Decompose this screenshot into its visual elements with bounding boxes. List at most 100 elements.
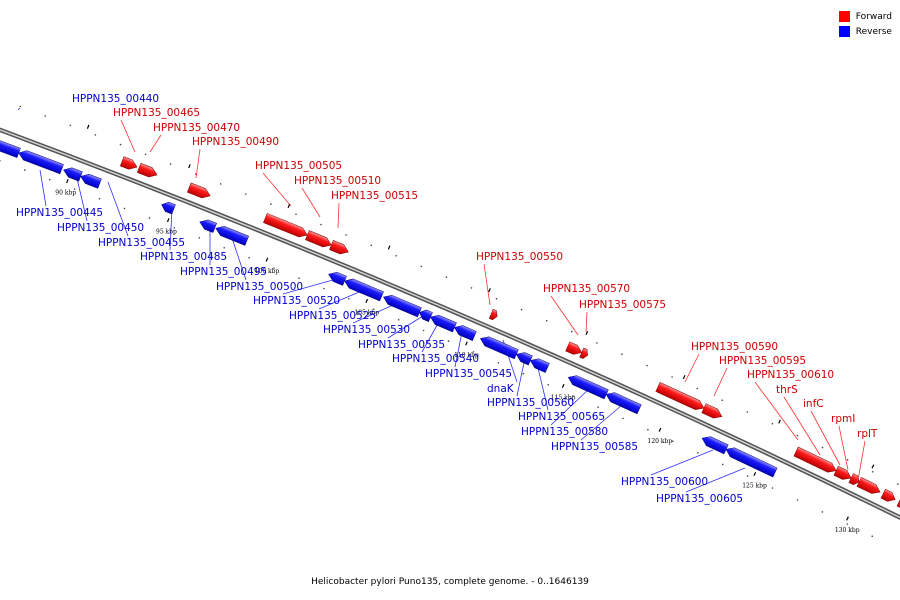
track-dot xyxy=(348,298,350,300)
forward-gene-shape xyxy=(793,446,837,473)
track-dot xyxy=(445,276,448,278)
forward-gene xyxy=(329,240,349,255)
forward-gene xyxy=(119,156,138,170)
reverse-gene-label: HPPN135_00605 xyxy=(656,493,743,505)
track-dot xyxy=(148,217,151,219)
forward-gene-shape xyxy=(848,473,860,485)
reverse-gene xyxy=(454,325,477,341)
track-dot xyxy=(520,308,523,311)
forward-leader xyxy=(483,263,491,306)
forward-gene xyxy=(896,496,900,510)
track-dot xyxy=(24,169,26,171)
genome-backbone xyxy=(0,127,900,521)
track-dot xyxy=(0,160,1,162)
track-dot xyxy=(144,153,147,156)
tick-mark xyxy=(871,464,875,469)
forward-leader xyxy=(195,148,201,179)
forward-gene-shape xyxy=(856,477,881,494)
tick-mark xyxy=(658,427,662,432)
reverse-gene-shape xyxy=(516,352,533,366)
legend-forward: Forward xyxy=(838,9,892,24)
tick-mark xyxy=(488,288,491,293)
track-dot xyxy=(545,319,548,322)
reverse-gene-label: HPPN135_00500 xyxy=(216,281,303,293)
forward-leader xyxy=(337,202,340,229)
track-dot xyxy=(94,134,97,136)
forward-gene-label: HPPN135_00590 xyxy=(691,341,778,353)
reverse-gene xyxy=(383,294,422,318)
track-dot xyxy=(746,411,749,413)
forward-gene xyxy=(187,182,211,199)
track-dot xyxy=(622,417,624,420)
forward-leader xyxy=(783,396,821,456)
reverse-gene-shape xyxy=(605,392,642,415)
reverse-gene xyxy=(215,225,249,246)
forward-gene-label: HPPN135_00550 xyxy=(476,251,563,263)
track-dot xyxy=(547,384,549,386)
tick-mark xyxy=(753,471,757,477)
track-dot xyxy=(44,115,46,117)
reverse-leader xyxy=(107,181,129,237)
track-dot xyxy=(395,255,398,257)
tick-label: 120 kbp xyxy=(648,438,673,445)
tick-mark xyxy=(188,164,191,169)
reverse-gene-shape xyxy=(344,278,384,302)
track-dot xyxy=(871,471,874,473)
track-dot xyxy=(320,223,322,226)
reverse-gene-label: HPPN135_00525 xyxy=(289,310,376,322)
forward-gene xyxy=(136,162,158,178)
forward-gene-label: rplT xyxy=(857,428,878,440)
track-dot xyxy=(19,105,22,108)
forward-gene-shape xyxy=(263,212,308,238)
backbone-inner xyxy=(0,129,900,519)
track-dot xyxy=(48,178,51,181)
reverse-gene-shape xyxy=(480,336,519,360)
forward-gene-label: rpmI xyxy=(831,413,855,425)
legend-reverse-label: Reverse xyxy=(855,26,892,37)
reverse-gene-label: HPPN135_00565 xyxy=(518,411,605,423)
forward-gene xyxy=(848,473,860,485)
track-dot xyxy=(345,234,347,236)
forward-gene-shape xyxy=(655,382,705,410)
track-dot xyxy=(596,342,598,344)
forward-gene xyxy=(880,488,896,502)
forward-leader xyxy=(713,367,728,397)
reverse-leader xyxy=(550,387,591,426)
reverse-gene xyxy=(480,336,519,360)
forward-leader xyxy=(149,134,162,153)
track-dot xyxy=(495,297,498,300)
track-dot xyxy=(572,395,574,397)
track-dot xyxy=(472,351,475,353)
reverse-gene-label: HPPN135_00540 xyxy=(392,353,479,365)
track-dot xyxy=(169,163,172,165)
reverse-gene xyxy=(529,358,550,373)
reverse-gene xyxy=(63,167,83,182)
track-dot xyxy=(270,203,272,205)
forward-gene xyxy=(833,465,852,480)
reverse-gene-shape xyxy=(80,173,102,189)
tick-mark xyxy=(465,341,468,346)
track-dot xyxy=(373,308,375,311)
forward-gene-shape xyxy=(136,162,158,178)
track-dot xyxy=(497,362,500,364)
reverse-gene-shape xyxy=(18,150,64,175)
forward-gene-shape xyxy=(488,308,498,321)
track-dot xyxy=(447,340,450,342)
legend-forward-label: Forward xyxy=(855,11,892,22)
track-dot xyxy=(298,277,300,280)
reverse-gene xyxy=(0,139,21,158)
forward-leader xyxy=(301,187,321,218)
forward-gene-label: HPPN135_00470 xyxy=(153,122,240,134)
tick-label: 90 kbp xyxy=(55,190,76,197)
track-dot xyxy=(771,487,774,489)
tick-mark xyxy=(66,178,69,184)
reverse-gene xyxy=(516,352,533,366)
forward-gene xyxy=(305,230,332,248)
track-dot xyxy=(671,376,673,378)
tick-label: 115 kbp xyxy=(551,394,576,401)
track-dot xyxy=(219,183,222,185)
reverse-leader xyxy=(685,467,746,493)
track-dot xyxy=(746,475,749,477)
reverse-leader xyxy=(282,277,341,295)
track-dot xyxy=(571,330,573,333)
